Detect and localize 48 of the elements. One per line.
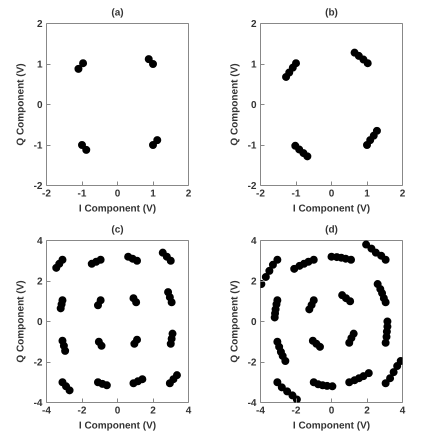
x-tick-label: 0 xyxy=(328,406,335,416)
x-tick-label: 0 xyxy=(114,188,121,200)
x-tick-label: 0 xyxy=(328,188,335,200)
y-tick-label: 1 xyxy=(250,60,257,70)
y-tick-label: 4 xyxy=(250,236,257,247)
chart-title: (c) xyxy=(111,224,124,236)
y-tick-label: -4 xyxy=(34,398,43,409)
y-axis-title: Q Component (V) xyxy=(16,280,27,363)
chart-title: (b) xyxy=(325,8,338,18)
x-tick-label: 1 xyxy=(150,188,156,200)
y-tick-label: 0 xyxy=(250,317,257,328)
y-axis-title: Q Component (V) xyxy=(230,63,241,146)
y-tick-label: 4 xyxy=(36,236,43,247)
y-axis-title: Q Component (V) xyxy=(16,63,27,146)
x-axis-title: I Component (V) xyxy=(78,420,156,432)
y-tick-label: -4 xyxy=(248,398,257,409)
x-tick-label: 2 xyxy=(150,406,156,416)
y-axis-title: Q Component (V) xyxy=(230,280,241,363)
x-tick-label: -1 xyxy=(292,188,301,200)
y-tick-label: -1 xyxy=(34,140,43,152)
x-tick-label: -2 xyxy=(78,406,87,416)
x-axis-title: I Component (V) xyxy=(292,420,370,432)
chart-title: (a) xyxy=(111,8,124,18)
y-tick-label: 0 xyxy=(36,317,43,328)
x-tick-label: -2 xyxy=(292,406,301,416)
x-tick-label: 2 xyxy=(364,406,370,416)
x-axis-title: I Component (V) xyxy=(292,204,370,214)
y-tick-label: -1 xyxy=(248,140,257,152)
y-tick-label: 2 xyxy=(36,276,43,288)
x-tick-label: 1 xyxy=(364,188,370,200)
x-tick-label: 2 xyxy=(400,188,406,200)
x-axis-title: I Component (V) xyxy=(78,204,156,214)
y-tick-label: -2 xyxy=(34,181,43,192)
x-tick-label: 2 xyxy=(186,188,192,200)
y-tick-label: 0 xyxy=(250,100,257,111)
y-tick-label: -2 xyxy=(248,358,257,368)
x-tick-label: -1 xyxy=(78,188,87,200)
chart-title: (d) xyxy=(325,224,338,236)
y-tick-label: -2 xyxy=(248,181,257,192)
y-tick-label: 2 xyxy=(250,276,257,288)
x-tick-label: 4 xyxy=(186,406,192,416)
y-tick-label: 0 xyxy=(36,100,43,111)
y-tick-label: 2 xyxy=(250,19,257,30)
y-tick-label: 2 xyxy=(36,19,43,30)
y-tick-label: 1 xyxy=(36,60,43,70)
x-tick-label: 4 xyxy=(400,406,406,416)
y-tick-label: -2 xyxy=(34,358,43,368)
x-tick-label: 0 xyxy=(114,406,121,416)
